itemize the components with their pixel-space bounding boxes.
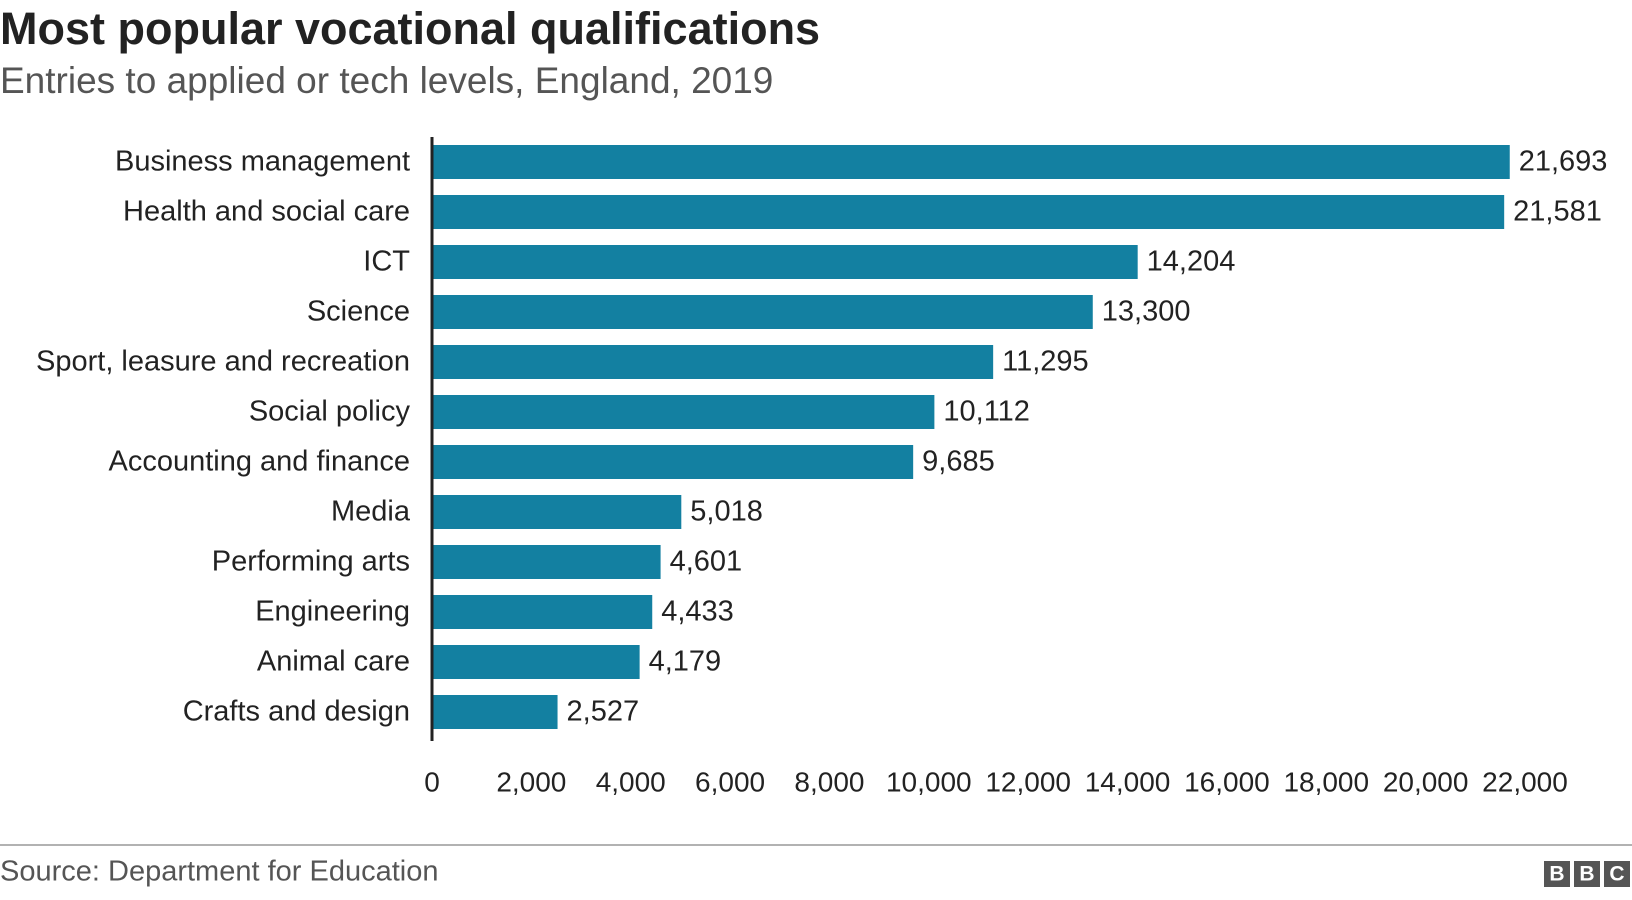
value-label: 10,112 [943, 396, 1030, 428]
value-label: 21,693 [1519, 146, 1608, 178]
bar [432, 645, 640, 679]
x-tick-label: 20,000 [1383, 766, 1469, 797]
chart-subtitle: Entries to applied or tech levels, Engla… [0, 60, 773, 101]
y-tick-label: Health and social care [123, 196, 410, 228]
bar [432, 445, 914, 479]
y-tick-label: Accounting and finance [109, 446, 411, 478]
x-tick-label: 4,000 [596, 766, 666, 797]
bar [432, 345, 994, 379]
x-tick-label: 0 [424, 766, 440, 797]
x-tick-label: 12,000 [985, 766, 1071, 797]
bar [432, 395, 935, 429]
y-tick-label: Business management [115, 146, 410, 178]
y-tick-label: Performing arts [212, 546, 410, 578]
bar [432, 545, 661, 579]
x-tick-label: 2,000 [496, 766, 566, 797]
y-tick-label: Media [331, 496, 411, 528]
value-label: 5,018 [690, 496, 763, 528]
value-label: 21,581 [1513, 196, 1602, 228]
value-label: 11,295 [1002, 346, 1089, 378]
y-tick-label: Animal care [257, 646, 410, 678]
bar [432, 295, 1093, 329]
y-tick-label: Engineering [255, 596, 410, 628]
y-tick-label: Crafts and design [183, 696, 410, 728]
x-tick-label: 22,000 [1482, 766, 1568, 797]
value-label: 4,601 [670, 546, 743, 578]
logo-box [1604, 861, 1630, 887]
logo-box [1574, 861, 1600, 887]
value-label: 9,685 [922, 446, 995, 478]
x-tick-label: 18,000 [1283, 766, 1369, 797]
y-tick-label: ICT [363, 246, 410, 278]
bar [432, 495, 682, 529]
x-tick-label: 10,000 [886, 766, 972, 797]
logo-letter: B [1579, 863, 1594, 886]
value-label: 13,300 [1102, 296, 1191, 328]
value-label: 4,433 [661, 596, 734, 628]
x-tick-label: 8,000 [794, 766, 864, 797]
chart-title: Most popular vocational qualifications [0, 3, 820, 54]
y-tick-label: Sport, leasure and recreation [36, 346, 410, 378]
x-tick-label: 6,000 [695, 766, 765, 797]
value-label: 2,527 [567, 696, 640, 728]
bar [432, 145, 1510, 179]
value-label: 4,179 [649, 646, 722, 678]
bar [432, 245, 1138, 279]
logo-box [1544, 861, 1570, 887]
source: Source: Department for Education [0, 856, 438, 888]
logo-letter: B [1549, 863, 1564, 886]
bar [432, 595, 653, 629]
x-tick-label: 16,000 [1184, 766, 1270, 797]
y-tick-label: Social policy [249, 396, 411, 428]
logo-letter: C [1609, 863, 1624, 886]
value-label: 14,204 [1147, 246, 1236, 278]
bar [432, 695, 558, 729]
bar [432, 195, 1505, 229]
y-tick-label: Science [307, 296, 410, 328]
x-tick-label: 14,000 [1085, 766, 1171, 797]
